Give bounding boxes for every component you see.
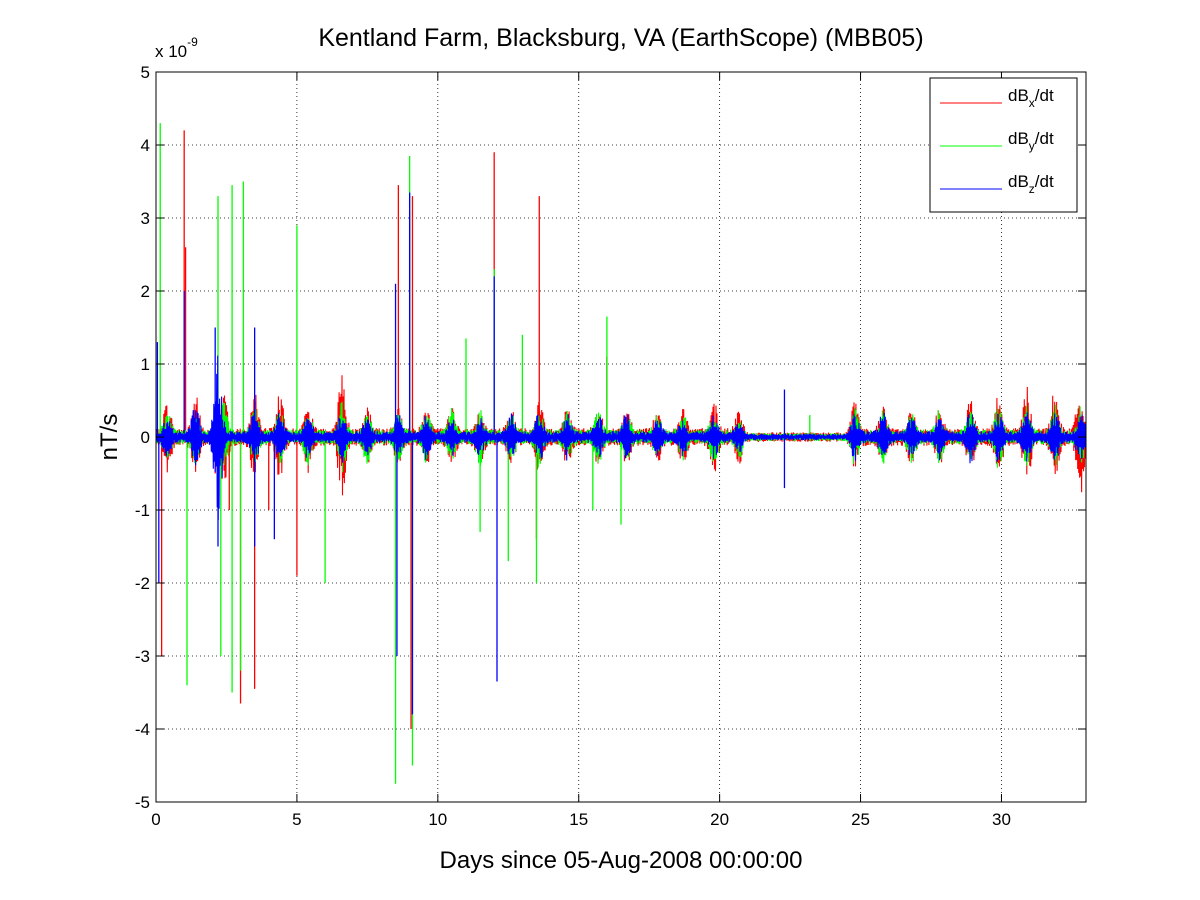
y-tick-label: 0: [141, 428, 150, 447]
legend-box: [929, 77, 1078, 213]
y-tick-label: -1: [135, 501, 150, 520]
y-tick-label: 3: [141, 209, 150, 228]
y-multiplier-exponent: -9: [187, 35, 198, 49]
x-tick-label: 0: [151, 810, 160, 829]
y-tick-label: -3: [135, 647, 150, 666]
legend-label-suffix: /dt: [1035, 86, 1054, 105]
y-tick-label: -2: [135, 574, 150, 593]
y-multiplier-base: x 10: [155, 42, 187, 61]
x-tick-labels: 0 5 10 15 20 25 30: [151, 810, 1011, 829]
y-tick-label: -4: [135, 720, 150, 739]
x-tick-label: 20: [710, 810, 729, 829]
y-tick-label: -5: [135, 793, 150, 812]
x-tick-label: 10: [428, 810, 447, 829]
legend-label-x: dBx/dt: [1008, 86, 1054, 110]
y-multiplier: x 10-9: [155, 35, 198, 61]
legend-label-y: dBy/dt: [1008, 129, 1054, 153]
chart-title: Kentland Farm, Blacksburg, VA (EarthScop…: [318, 24, 923, 52]
legend-label-suffix: /dt: [1035, 129, 1054, 148]
legend-label-base: dB: [1008, 172, 1029, 191]
legend-label-subscript: y: [1029, 139, 1035, 153]
y-tick-labels: 5 4 3 2 1 0 -1 -2 -3 -4 -5: [135, 63, 150, 812]
legend-label-base: dB: [1008, 129, 1029, 148]
legend-label-subscript: x: [1029, 96, 1035, 110]
series-trace: [155, 355, 1087, 521]
y-tick-label: 2: [141, 282, 150, 301]
legend-label-subscript: z: [1029, 182, 1035, 196]
y-axis-label: nT/s: [96, 414, 123, 461]
legend-label-suffix: /dt: [1035, 172, 1054, 191]
series-z: [155, 192, 1087, 715]
x-tick-label: 5: [292, 810, 301, 829]
y-tick-label: 4: [141, 136, 150, 155]
x-tick-label: 30: [992, 810, 1011, 829]
x-axis-label: Days since 05-Aug-2008 00:00:00: [440, 847, 803, 874]
legend-label-z: dBz/dt: [1008, 172, 1054, 196]
y-tick-label: 1: [141, 355, 150, 374]
svg-text:x 10-9: x 10-9: [155, 35, 198, 61]
series-layer: [155, 123, 1087, 784]
legend-label-base: dB: [1008, 86, 1029, 105]
x-tick-label: 25: [851, 810, 870, 829]
y-tick-label: 5: [141, 63, 150, 82]
x-tick-label: 15: [569, 810, 588, 829]
tick-marks: [155, 71, 1086, 803]
